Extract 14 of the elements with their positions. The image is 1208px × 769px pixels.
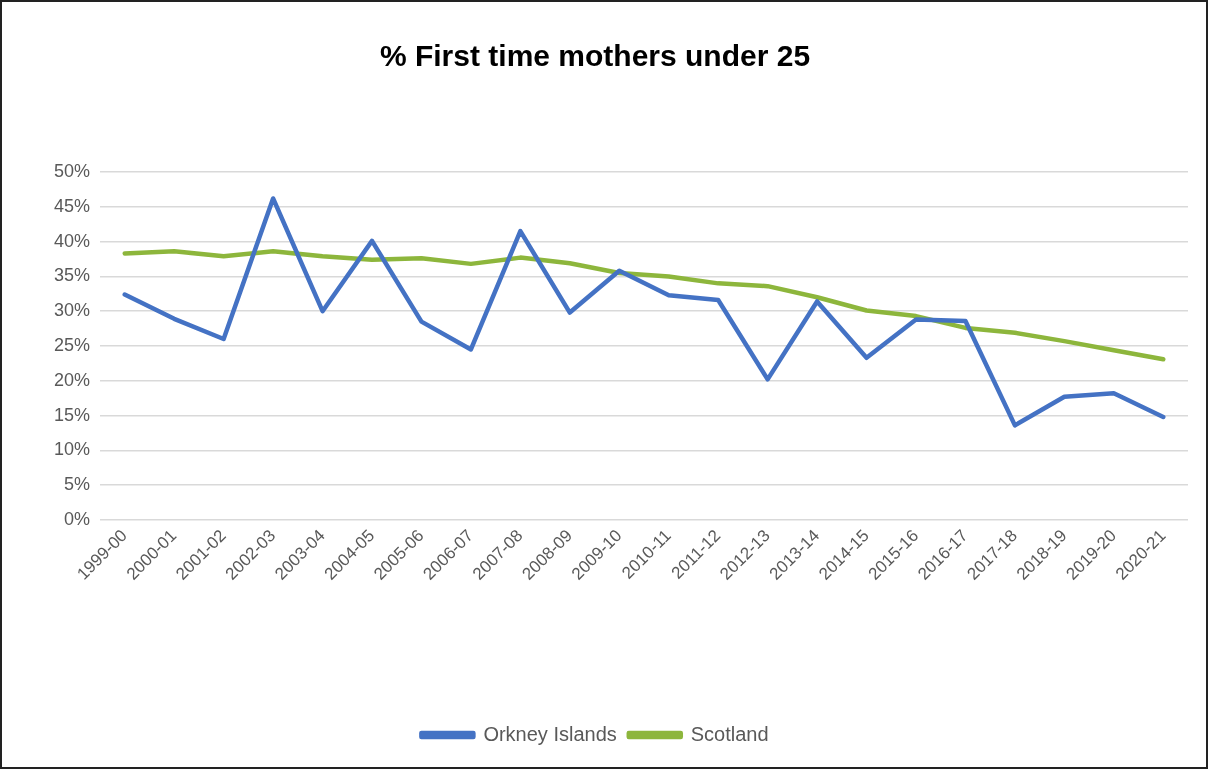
y-tick-label: 45% (53, 195, 90, 216)
legend-label: Orkney Islands (483, 722, 617, 745)
y-tick-label: 0% (63, 508, 90, 529)
chart-title: % First time mothers under 25 (379, 39, 811, 73)
y-tick-label: 10% (53, 439, 90, 460)
y-tick-label: 5% (63, 474, 90, 495)
y-tick-label: 25% (53, 334, 90, 355)
y-tick-label: 20% (53, 369, 90, 390)
y-tick-label: 30% (53, 300, 90, 321)
y-tick-label: 50% (53, 160, 90, 181)
y-tick-label: 40% (53, 230, 90, 251)
y-tick-label: 15% (53, 404, 90, 425)
legend-label: Scotland (690, 722, 769, 745)
y-tick-label: 35% (53, 265, 90, 286)
